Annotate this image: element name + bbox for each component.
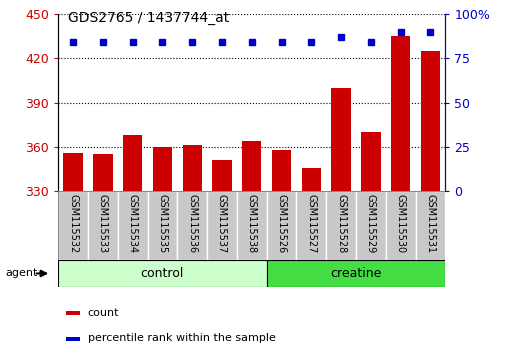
Bar	[296, 191, 326, 260]
Text: GSM115536: GSM115536	[187, 194, 197, 253]
Bar	[420, 51, 439, 191]
Bar	[88, 191, 118, 260]
Text: GSM115529: GSM115529	[365, 194, 375, 253]
Bar	[66, 337, 80, 341]
Bar	[66, 312, 80, 315]
Bar	[182, 145, 201, 191]
Bar	[331, 88, 350, 191]
Bar	[236, 191, 266, 260]
Bar	[266, 191, 296, 260]
Text: GSM115534: GSM115534	[127, 194, 137, 253]
Text: agent: agent	[6, 268, 38, 278]
Bar	[58, 191, 88, 260]
Text: GSM115527: GSM115527	[306, 194, 316, 253]
Bar	[153, 147, 172, 191]
Bar	[58, 260, 266, 287]
Bar	[271, 150, 290, 191]
Bar	[266, 260, 444, 287]
Text: GSM115537: GSM115537	[217, 194, 227, 253]
Text: GSM115526: GSM115526	[276, 194, 286, 253]
Text: GSM115531: GSM115531	[425, 194, 434, 253]
Text: control: control	[140, 267, 184, 280]
Text: GSM115532: GSM115532	[68, 194, 78, 253]
Text: count: count	[87, 308, 119, 318]
Bar	[361, 132, 380, 191]
Text: GSM115528: GSM115528	[335, 194, 345, 253]
Text: GSM115530: GSM115530	[395, 194, 405, 253]
Bar	[147, 191, 177, 260]
Bar	[241, 141, 261, 191]
Bar	[326, 191, 355, 260]
Bar	[93, 154, 112, 191]
Text: GSM115533: GSM115533	[97, 194, 108, 253]
Text: percentile rank within the sample: percentile rank within the sample	[87, 333, 275, 343]
Bar	[212, 160, 231, 191]
Bar	[301, 167, 320, 191]
Bar	[63, 153, 83, 191]
Bar	[355, 191, 385, 260]
Text: GDS2765 / 1437744_at: GDS2765 / 1437744_at	[68, 11, 229, 25]
Text: GSM115538: GSM115538	[246, 194, 256, 253]
Bar	[415, 191, 444, 260]
Bar	[177, 191, 207, 260]
Bar	[118, 191, 147, 260]
Text: creatine: creatine	[330, 267, 381, 280]
Bar	[207, 191, 236, 260]
Bar	[390, 36, 410, 191]
Text: GSM115535: GSM115535	[157, 194, 167, 253]
Bar	[385, 191, 415, 260]
Bar	[123, 135, 142, 191]
